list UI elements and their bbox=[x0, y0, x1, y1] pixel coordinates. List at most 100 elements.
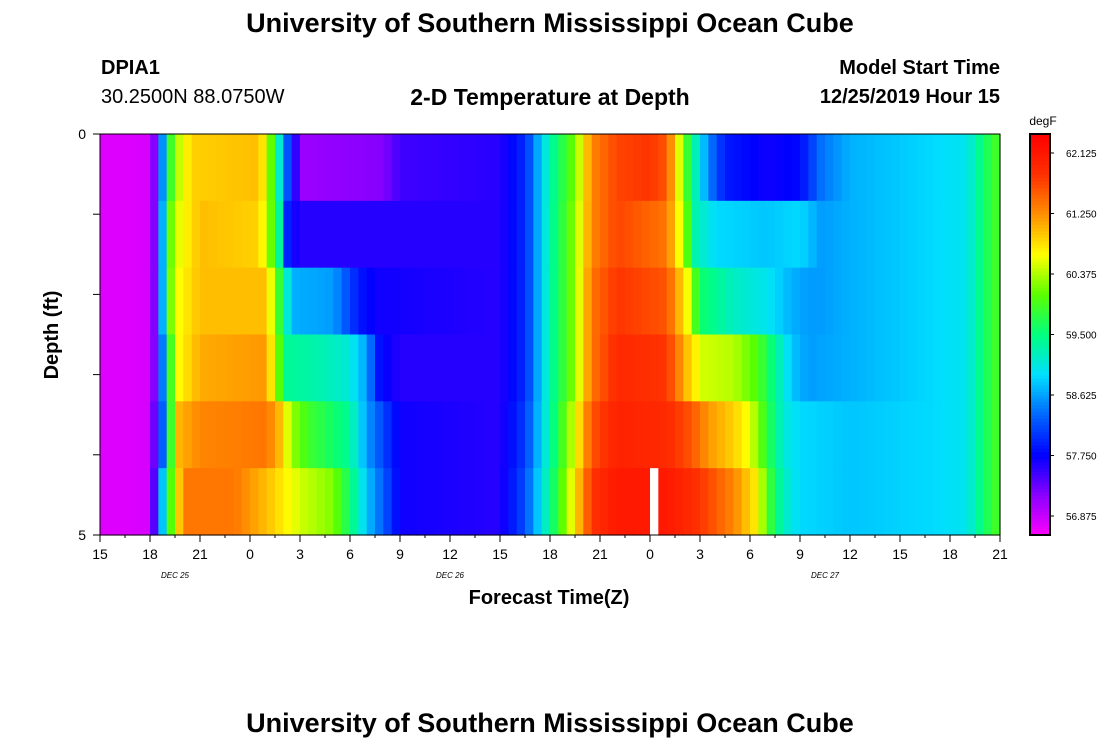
heatmap-cell bbox=[366, 334, 376, 402]
heatmap-cell bbox=[708, 267, 718, 336]
colorbar-segment bbox=[1030, 301, 1050, 306]
heatmap-cell bbox=[983, 200, 993, 269]
colorbar-segment bbox=[1030, 364, 1050, 369]
heatmap-cell bbox=[383, 401, 393, 469]
heatmap-cell bbox=[141, 468, 151, 536]
heatmap-cell bbox=[633, 401, 643, 469]
heatmap-cell bbox=[541, 401, 551, 469]
heatmap-cell bbox=[466, 134, 476, 202]
heatmap-cell bbox=[508, 134, 518, 202]
heatmap-cell bbox=[175, 200, 184, 269]
colorbar-segment bbox=[1030, 491, 1050, 496]
heatmap-cell bbox=[116, 267, 126, 336]
heatmap-cell bbox=[375, 200, 384, 269]
heatmap-cell bbox=[450, 200, 459, 269]
heatmap-cell bbox=[641, 401, 651, 469]
heatmap-cell bbox=[750, 267, 759, 336]
heatmap-cell bbox=[241, 267, 251, 336]
heatmap-cell bbox=[183, 267, 193, 336]
heatmap-cell bbox=[808, 401, 818, 469]
y-axis: 05 bbox=[78, 126, 100, 543]
heatmap-cell bbox=[200, 334, 209, 402]
heatmap-cell bbox=[741, 468, 751, 536]
heatmap-cell bbox=[141, 134, 151, 202]
colorbar-segment bbox=[1030, 504, 1050, 509]
heatmap-cell bbox=[650, 134, 659, 202]
heatmap-cell bbox=[833, 200, 843, 269]
heatmap-cell bbox=[516, 200, 526, 269]
heatmap-cell bbox=[991, 468, 1001, 536]
heatmap-cell bbox=[333, 267, 343, 336]
heatmap-cell bbox=[741, 334, 751, 402]
x-tick-label: 6 bbox=[746, 546, 754, 562]
heatmap-cell bbox=[416, 468, 426, 536]
heatmap-cell bbox=[400, 267, 409, 336]
heatmap-cell bbox=[258, 267, 268, 336]
heatmap-cell bbox=[908, 334, 918, 402]
heatmap-cell bbox=[183, 468, 193, 536]
heatmap-cell bbox=[100, 267, 109, 336]
colorbar-tick-label: 59.500 bbox=[1066, 331, 1097, 342]
heatmap-cell bbox=[341, 134, 351, 202]
heatmap-cell bbox=[508, 401, 518, 469]
station-id: DPIA1 bbox=[101, 57, 160, 79]
heatmap-cell bbox=[825, 134, 834, 202]
heatmap-cell bbox=[358, 401, 368, 469]
heatmap-cell bbox=[325, 334, 334, 402]
heatmap-cell bbox=[833, 267, 843, 336]
heatmap-cell bbox=[891, 134, 901, 202]
heatmap-cell bbox=[425, 267, 434, 336]
heatmap-cell bbox=[608, 334, 618, 402]
heatmap-cell bbox=[416, 267, 426, 336]
heatmap-cell bbox=[558, 200, 568, 269]
heatmap-cell bbox=[566, 267, 576, 336]
heatmap-cell bbox=[208, 267, 218, 336]
heatmap-cell bbox=[450, 401, 459, 469]
heatmap-cell bbox=[333, 134, 343, 202]
heatmap-cell bbox=[675, 334, 684, 402]
x-tick-label: 21 bbox=[592, 546, 608, 562]
heatmap-cell bbox=[675, 200, 684, 269]
colorbar-tick-label: 60.375 bbox=[1066, 270, 1097, 281]
colorbar-segment bbox=[1030, 351, 1050, 356]
heatmap-cell bbox=[241, 468, 251, 536]
heatmap-cell bbox=[191, 468, 201, 536]
x-tick-label: 12 bbox=[842, 546, 858, 562]
heatmap-cell bbox=[266, 134, 276, 202]
colorbar-segment bbox=[1030, 220, 1050, 225]
heatmap-cell bbox=[458, 468, 468, 536]
heatmap-cell bbox=[516, 334, 526, 402]
heatmap-cell bbox=[275, 401, 284, 469]
colorbar-segment bbox=[1030, 341, 1050, 346]
heatmap-cell bbox=[166, 267, 176, 336]
colorbar-segment bbox=[1030, 514, 1050, 519]
heatmap-cell bbox=[316, 401, 326, 469]
heatmap-cell bbox=[975, 200, 984, 269]
heatmap-cell bbox=[525, 134, 534, 202]
heatmap-cell bbox=[591, 134, 601, 202]
heatmap-cell bbox=[266, 468, 276, 536]
heatmap-cell bbox=[400, 334, 409, 402]
colorbar-segment bbox=[1030, 431, 1050, 436]
colorbar-tick-label: 61.250 bbox=[1066, 210, 1097, 221]
heatmap-cell bbox=[908, 200, 918, 269]
heatmap-cell bbox=[758, 468, 768, 536]
heatmap-cell bbox=[850, 401, 859, 469]
heatmap-cell bbox=[616, 267, 626, 336]
heatmap-cell bbox=[641, 200, 651, 269]
heatmap-cell bbox=[958, 468, 968, 536]
heatmap-cell bbox=[316, 468, 326, 536]
heatmap-cell bbox=[441, 468, 451, 536]
heatmap-cell bbox=[975, 134, 984, 202]
heatmap-cell bbox=[991, 334, 1001, 402]
heatmap-cell bbox=[725, 468, 734, 536]
heatmap-cell bbox=[816, 468, 826, 536]
heatmap-cell bbox=[816, 267, 826, 336]
heatmap-cell bbox=[608, 468, 618, 536]
colorbar-segment bbox=[1030, 531, 1050, 536]
heatmap-cell bbox=[358, 200, 368, 269]
heatmap-cell bbox=[508, 200, 518, 269]
colorbar-segment bbox=[1030, 137, 1050, 142]
heatmap-cell bbox=[875, 401, 884, 469]
heatmap-cell bbox=[891, 267, 901, 336]
